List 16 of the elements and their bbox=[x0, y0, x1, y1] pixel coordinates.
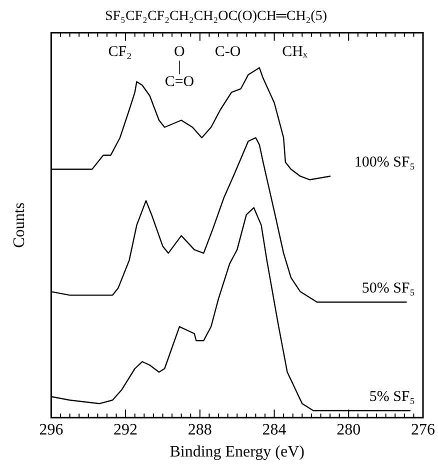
x-axis-title: Binding Energy (eV) bbox=[170, 444, 304, 461]
annotation: O | C=O bbox=[164, 44, 194, 90]
y-axis-title: Counts bbox=[10, 202, 28, 248]
x-tick-label: 292 bbox=[114, 421, 138, 438]
text: C-O bbox=[214, 44, 241, 60]
x-tick-label: 296 bbox=[39, 421, 64, 438]
x-tick-label: 284 bbox=[262, 421, 286, 438]
text: CHₓ bbox=[282, 44, 308, 60]
x-tick-label: 276 bbox=[411, 421, 435, 438]
series-label: 5% SF₅ bbox=[369, 389, 415, 406]
series-label: 100% SF₅ bbox=[354, 154, 415, 171]
series-label: 50% SF₅ bbox=[362, 280, 415, 297]
text: CF₂ bbox=[108, 44, 132, 60]
chart-title: SF₅CF₂CF₂CH₂CH₂OC(O)CH═CH₂(5) bbox=[104, 9, 328, 24]
x-tick-label: 280 bbox=[336, 421, 361, 438]
x-tick-label: 288 bbox=[188, 421, 212, 438]
